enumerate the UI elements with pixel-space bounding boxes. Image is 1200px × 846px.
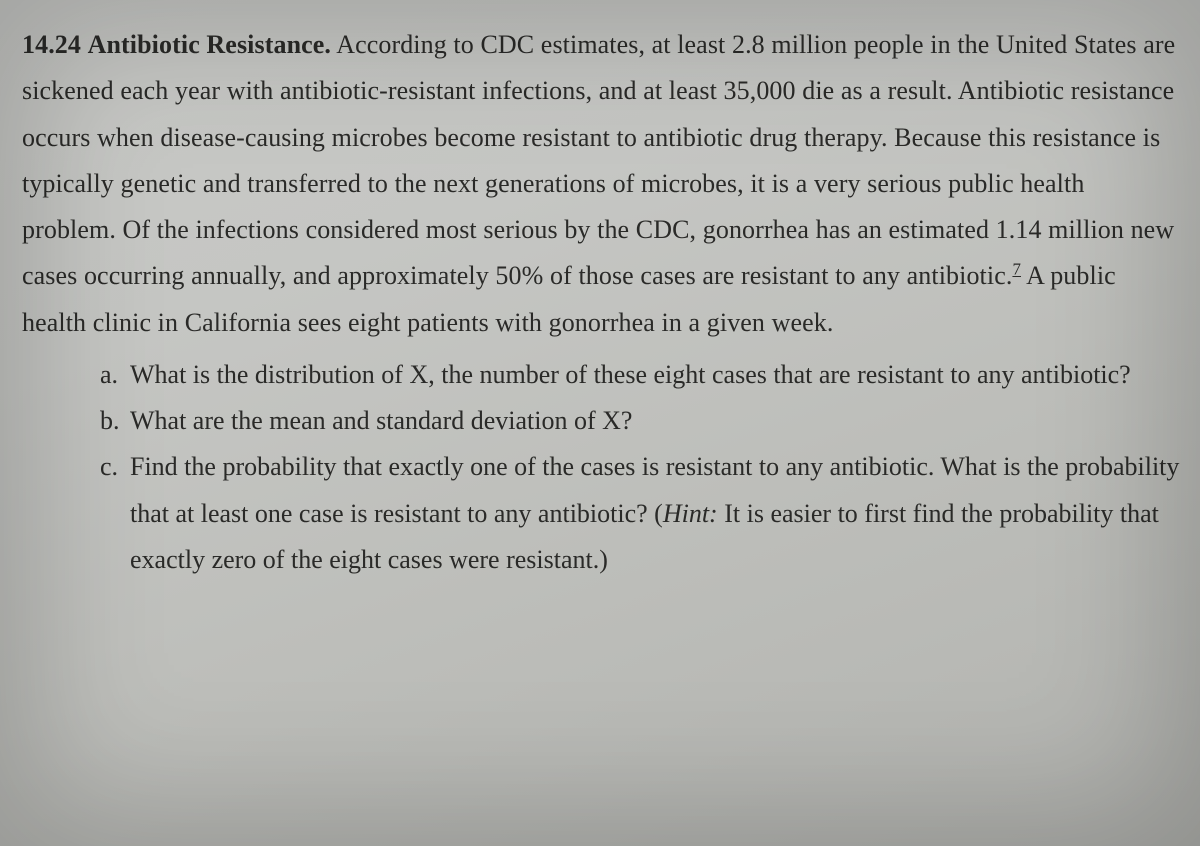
footnote-marker: 7 bbox=[1012, 260, 1021, 279]
exercise-page: 14.24 Antibiotic Resistance. According t… bbox=[22, 22, 1182, 583]
exercise-body-pre: According to CDC estimates, at least 2.8… bbox=[22, 30, 1175, 290]
hint-label: Hint: bbox=[663, 499, 718, 528]
question-c-text: Find the probability that exactly one of… bbox=[130, 444, 1182, 583]
question-b-label: b. bbox=[100, 398, 130, 444]
exercise-number: 14.24 bbox=[22, 30, 81, 59]
question-a-label: a. bbox=[100, 352, 130, 398]
question-a: a. What is the distribution of X, the nu… bbox=[100, 352, 1182, 398]
exercise-title: Antibiotic Resistance. bbox=[88, 30, 331, 59]
question-list: a. What is the distribution of X, the nu… bbox=[22, 352, 1182, 583]
question-c-label: c. bbox=[100, 444, 130, 583]
exercise-paragraph: 14.24 Antibiotic Resistance. According t… bbox=[22, 22, 1182, 346]
question-a-text: What is the distribution of X, the numbe… bbox=[130, 352, 1182, 398]
question-c: c. Find the probability that exactly one… bbox=[100, 444, 1182, 583]
question-b: b. What are the mean and standard deviat… bbox=[100, 398, 1182, 444]
question-b-text: What are the mean and standard deviation… bbox=[130, 398, 1182, 444]
